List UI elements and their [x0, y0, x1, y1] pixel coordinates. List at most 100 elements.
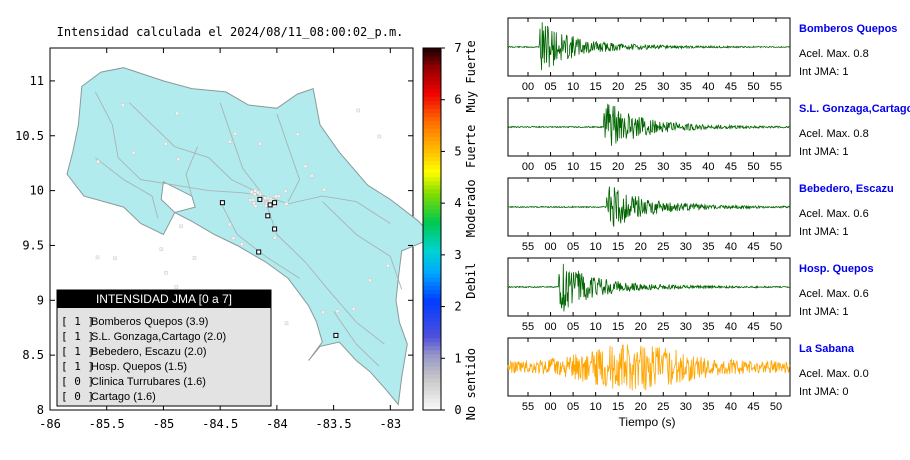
colorbar-segment: [423, 80, 441, 85]
waveform-tick-label: 05: [567, 321, 579, 333]
waveform-tick-label: 05: [544, 81, 556, 93]
waveform-trace: [507, 263, 791, 312]
station-marker: [333, 332, 339, 338]
waveform-tick-label: 05: [544, 161, 556, 173]
colorbar-segment: [423, 345, 441, 351]
waveform-tick-label: 15: [612, 401, 624, 413]
colorbar-tick-label: 2: [454, 300, 461, 314]
colorbar-tick-label: 3: [454, 248, 461, 262]
colorbar-segment: [423, 297, 441, 302]
colorbar-segment: [423, 108, 441, 113]
station-marker: [267, 202, 273, 208]
colorbar-segment: [423, 365, 441, 371]
colorbar-segment: [423, 124, 441, 130]
town-marker: [131, 151, 136, 155]
colorbar-segment: [423, 289, 441, 294]
colorbar-segment: [423, 144, 441, 150]
colorbar-category-labels: No sentido Debil Moderado Fuerte Muy Fuerte: [464, 40, 478, 420]
station-name: S.L. Gonzaga,Cartago: [799, 103, 910, 115]
colorbar-segment: [423, 184, 441, 190]
colorbar-tick-label: 0: [454, 403, 461, 417]
waveform-tick-label: 45: [747, 401, 759, 413]
colorbar-segment: [423, 241, 441, 246]
waveform-tick-label: 20: [635, 241, 647, 253]
map-y-tick-label: 9.5: [22, 238, 44, 252]
colorbar-ticks: 0 1 2 3 4 5 6 7: [441, 41, 462, 417]
colorbar-segment: [423, 261, 441, 266]
colorbar-category-label: Fuerte: [464, 125, 478, 168]
waveform-tick-label: 15: [612, 241, 624, 253]
waveform-tick-label: 50: [747, 161, 759, 173]
legend-header: [57, 290, 271, 308]
town-marker: [121, 103, 125, 107]
town-marker: [284, 189, 288, 193]
colorbar-segment: [423, 68, 441, 73]
station-jma-intensity: Int JMA: 1: [799, 226, 849, 238]
legend-item-name: Bomberos Quepos (3.9): [91, 316, 208, 328]
station-marker: [272, 226, 278, 232]
colorbar-segment: [423, 233, 441, 238]
colorbar-segment: [423, 293, 441, 298]
colorbar-segment: [423, 325, 441, 331]
land-polygon: [66, 67, 435, 406]
map-y-tick-label: 8.5: [22, 348, 44, 362]
waveform-panels: 00 05 10 15 20 25 30 35 40 45 50 55 Bomberos Quepos A…: [507, 17, 910, 413]
legend-item-name: S.L. Gonzaga,Cartago (2.0): [91, 331, 226, 343]
town-marker: [284, 202, 289, 206]
colorbar-segment: [423, 245, 441, 250]
station-max-accel: Acel. Max. 0.8: [799, 48, 869, 60]
intensity-colorbar: 0 1 2 3 4 5 6 7 No sentido Debil Moderado Fuerte Mu…: [422, 40, 478, 420]
waveform-xlabel: Tiempo (s): [619, 415, 676, 429]
colorbar-segment: [423, 405, 441, 411]
colorbar-tick-label: 5: [454, 144, 461, 158]
waveform-tick-label: 55: [522, 241, 534, 253]
town-marker: [233, 131, 237, 136]
colorbar-segment: [423, 64, 441, 69]
town-marker: [303, 164, 308, 169]
colorbar-segment: [423, 313, 441, 319]
colorbar-segment: [423, 156, 441, 162]
waveform-tick-label: 30: [657, 161, 669, 173]
colorbar-category-label: Debil: [464, 263, 478, 299]
colorbar-segment: [423, 249, 441, 254]
colorbar-segment: [423, 52, 441, 57]
colorbar-gradient: [423, 48, 441, 411]
colorbar-segment: [423, 148, 441, 154]
town-marker: [228, 140, 232, 144]
legend-item-level: [ 1 ]: [61, 360, 94, 373]
waveform-trace: [507, 344, 791, 391]
waveform-tick-label: 45: [725, 161, 737, 173]
road-line: [219, 201, 300, 279]
waveform-tick-label: 40: [725, 321, 737, 333]
waveform-tick-label: 10: [590, 241, 602, 253]
colorbar-segment: [423, 180, 441, 186]
town-marker: [251, 198, 256, 202]
town-marker: [295, 132, 300, 137]
colorbar-frame: [422, 47, 442, 411]
colorbar-segment: [423, 160, 441, 166]
colorbar-segment: [423, 305, 441, 311]
town-marker: [258, 141, 262, 146]
town-marker: [276, 194, 281, 199]
colorbar-segment: [423, 281, 441, 286]
colorbar-segment: [423, 357, 441, 363]
waveform-tick-label: 50: [770, 401, 782, 413]
colorbar-segment: [423, 321, 441, 327]
colorbar-segment: [423, 389, 441, 395]
waveform-tick-label: 40: [702, 161, 714, 173]
town-marker: [113, 256, 117, 261]
waveform-tick-label: 00: [544, 401, 556, 413]
waveform-tick-label: 15: [590, 81, 602, 93]
colorbar-segment: [423, 48, 441, 53]
town-marker: [249, 190, 254, 194]
costa-rica-landmass: [66, 67, 435, 406]
colorbar-segment: [423, 269, 441, 274]
station-jma-intensity: Int JMA: 1: [799, 306, 849, 318]
map-y-tick-label: 9: [37, 293, 44, 307]
town-marker: [227, 222, 232, 227]
map-y-tick-label: 8: [37, 403, 44, 417]
colorbar-segment: [423, 337, 441, 343]
colorbar-segment: [423, 301, 441, 307]
waveform-trace: [507, 103, 791, 146]
station-marker: [256, 249, 262, 255]
